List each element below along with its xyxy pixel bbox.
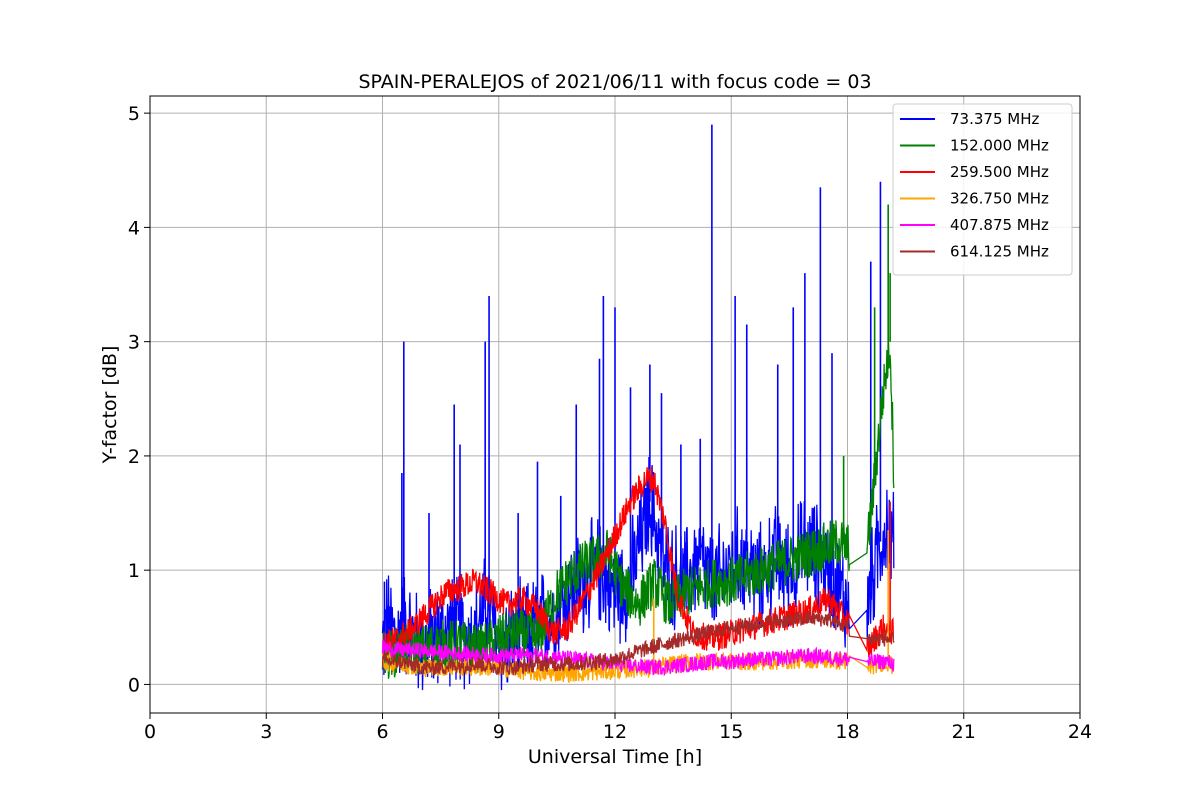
legend-entry: 614.125 MHz	[950, 243, 1049, 261]
x-tick-label: 18	[835, 721, 859, 743]
series-line	[381, 640, 895, 677]
legend-entry: 73.375 MHz	[950, 110, 1039, 128]
x-tick-label: 24	[1068, 721, 1092, 743]
y-tick-label: 2	[128, 446, 140, 468]
y-tick-label: 3	[128, 332, 140, 354]
x-tick-label: 6	[376, 721, 388, 743]
x-axis-label: Universal Time [h]	[528, 746, 702, 768]
series-line	[381, 332, 895, 679]
y-axis-label: Y-factor [dB]	[99, 346, 121, 465]
y-tick-label: 4	[128, 217, 140, 239]
series-line	[381, 466, 895, 658]
x-tick-label: 15	[719, 721, 743, 743]
chart-title: SPAIN-PERALEJOS of 2021/06/11 with focus…	[358, 71, 871, 93]
x-tick-label: 3	[260, 721, 272, 743]
legend-entry: 259.500 MHz	[950, 163, 1049, 181]
series-layer	[381, 124, 895, 691]
y-tick-label: 5	[128, 103, 140, 125]
x-tick-label: 9	[493, 721, 505, 743]
x-tick-label: 0	[144, 721, 156, 743]
series-line	[381, 610, 895, 677]
legend: 73.375 MHz 152.000 MHz 259.500 MHz 326.750 …	[892, 103, 1073, 276]
legend-entry: 407.875 MHz	[950, 216, 1049, 234]
y-tick-label: 1	[128, 560, 140, 582]
x-tick-label: 12	[603, 721, 627, 743]
y-tick-label: 0	[128, 674, 140, 696]
legend-box	[892, 103, 1073, 276]
legend-entry: 326.750 MHz	[950, 190, 1049, 208]
x-tick-label: 21	[952, 721, 976, 743]
legend-entry: 152.000 MHz	[950, 137, 1049, 155]
